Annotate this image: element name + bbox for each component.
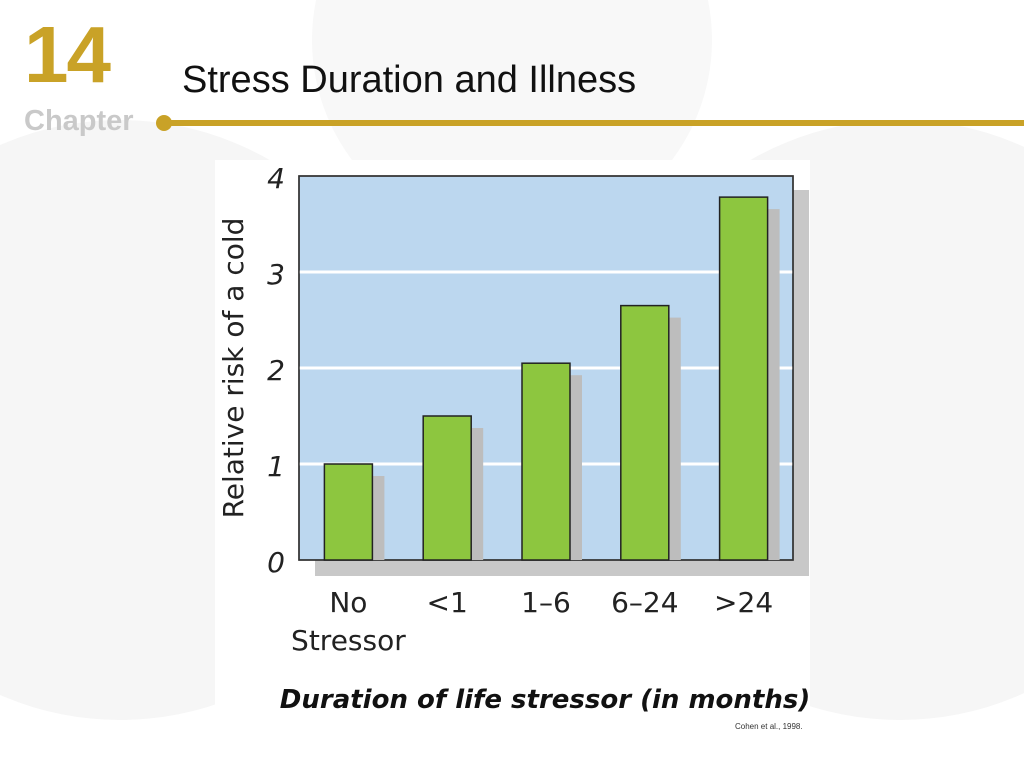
title-rule-line bbox=[166, 120, 1024, 126]
bar bbox=[521, 362, 571, 561]
y-axis-label: Relative risk of a cold bbox=[217, 218, 250, 519]
bar bbox=[620, 304, 670, 561]
x-tick-label: >24 bbox=[714, 586, 773, 619]
chapter-label: Chapter bbox=[24, 105, 134, 137]
y-tick-label: 3 bbox=[267, 258, 285, 291]
x-axis-label: Duration of life stressor (in months) bbox=[280, 685, 810, 715]
x-tick-label: <1 bbox=[427, 586, 468, 619]
bar bbox=[422, 415, 472, 561]
chapter-number: 14 bbox=[24, 10, 111, 99]
title-rule-dot bbox=[156, 115, 172, 131]
figure-credit: Cohen et al., 1998. bbox=[735, 722, 803, 731]
y-tick-label: 4 bbox=[267, 162, 285, 195]
x-tick-label: 6–24 bbox=[611, 586, 678, 619]
chart-figure: 0 1 2 3 4 No Stressor <1 1–6 6–24 >24 Relative risk… bbox=[215, 160, 810, 735]
y-tick-label: 1 bbox=[267, 450, 285, 483]
x-tick-label: 1–6 bbox=[521, 586, 571, 619]
bar-chart: 0 1 2 3 4 No Stressor <1 1–6 6–24 >24 Relative risk… bbox=[217, 162, 810, 715]
bar bbox=[718, 196, 769, 561]
bar bbox=[323, 463, 374, 561]
y-tick-label: 0 bbox=[267, 546, 285, 579]
x-tick-label: No Stressor bbox=[291, 586, 406, 657]
slide-title: Stress Duration and Illness bbox=[182, 59, 637, 101]
y-tick-label: 2 bbox=[267, 354, 285, 387]
